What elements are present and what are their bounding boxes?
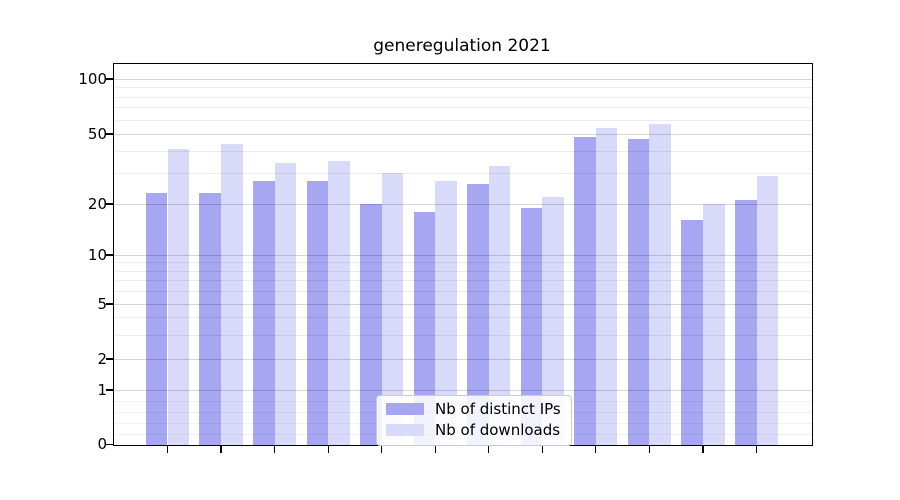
x-tick <box>702 446 704 453</box>
y-tick <box>105 254 113 256</box>
bar-downloads <box>435 181 457 445</box>
legend-item: Nb of downloads <box>386 420 561 439</box>
bar-downloads <box>595 127 618 445</box>
x-tick <box>434 446 436 453</box>
bar-distinct-ips <box>306 181 329 445</box>
legend-label: Nb of distinct IPs <box>435 399 561 418</box>
gridline-major <box>114 390 812 391</box>
x-tick <box>381 446 383 453</box>
y-tick-label: 10 <box>87 245 107 264</box>
gridline-minor <box>114 291 812 293</box>
gridline-major <box>114 79 812 80</box>
x-tick <box>327 446 329 453</box>
x-tick <box>274 446 276 453</box>
bar-distinct-ips <box>360 204 382 445</box>
y-tick-label: 50 <box>87 124 107 143</box>
bar-distinct-ips <box>574 137 596 445</box>
x-tick <box>166 446 169 453</box>
x-tick <box>220 446 222 453</box>
y-tick <box>105 358 113 360</box>
chart-title: generegulation 2021 <box>373 36 551 56</box>
gridline-minor <box>114 119 812 121</box>
legend-label: Nb of downloads <box>435 420 561 439</box>
bar-downloads <box>649 123 672 445</box>
gridline-minor <box>114 317 812 319</box>
plot-area: 1005020105210Jan2021Feb2021Mar2021Apr202… <box>78 62 813 453</box>
legend-item: Nb of distinct IPs <box>386 399 561 418</box>
x-tick <box>488 446 490 453</box>
legend-swatch <box>386 403 424 415</box>
y-tick-label: 1 <box>97 380 107 399</box>
bar-downloads <box>542 196 564 445</box>
y-tick-label: 2 <box>97 349 107 368</box>
bar-downloads <box>221 143 243 445</box>
x-tick <box>648 446 651 453</box>
y-tick-label: 5 <box>97 294 107 313</box>
bar-distinct-ips <box>145 193 168 445</box>
bar-downloads <box>703 204 725 445</box>
y-tick <box>105 78 113 80</box>
gridline-major <box>114 255 812 256</box>
gridline-minor <box>114 107 812 109</box>
gridline-minor <box>114 280 812 282</box>
bar-downloads <box>328 161 350 445</box>
bar-downloads <box>274 163 297 445</box>
gridline-major <box>114 204 812 205</box>
bar-downloads <box>381 173 404 445</box>
bar-downloads <box>167 149 190 445</box>
bar-distinct-ips <box>253 181 275 445</box>
y-tick-label: 20 <box>87 194 107 213</box>
legend: Nb of distinct IPs Nb of downloads <box>376 394 572 446</box>
y-tick <box>105 133 113 135</box>
bar-downloads <box>488 165 511 445</box>
gridline-major <box>114 304 812 305</box>
y-tick-label: 0 <box>97 435 107 453</box>
bar-distinct-ips <box>467 183 489 445</box>
gridline-minor <box>114 334 812 336</box>
gridline-minor <box>114 173 812 175</box>
bar-downloads <box>756 175 779 445</box>
bar-distinct-ips <box>681 220 703 445</box>
x-tick <box>541 446 543 453</box>
y-tick <box>105 443 113 446</box>
bar-distinct-ips <box>734 200 757 445</box>
legend-swatch <box>386 424 424 436</box>
gridline-minor <box>114 262 812 264</box>
y-tick-label: 100 <box>78 69 107 88</box>
gridline-minor <box>114 87 812 89</box>
x-tick <box>595 446 597 453</box>
y-tick <box>105 389 113 391</box>
bar-distinct-ips <box>413 211 436 445</box>
bar-distinct-ips <box>199 193 222 445</box>
y-tick <box>105 303 113 305</box>
gridline-minor <box>114 270 812 272</box>
gridline-major <box>114 134 812 135</box>
x-tick <box>755 446 758 453</box>
bar-distinct-ips <box>627 138 650 445</box>
gridline-minor <box>114 151 812 153</box>
gridline-major <box>114 359 812 360</box>
bar-distinct-ips <box>520 207 543 445</box>
y-tick <box>105 203 113 205</box>
gridline-minor <box>114 96 812 98</box>
